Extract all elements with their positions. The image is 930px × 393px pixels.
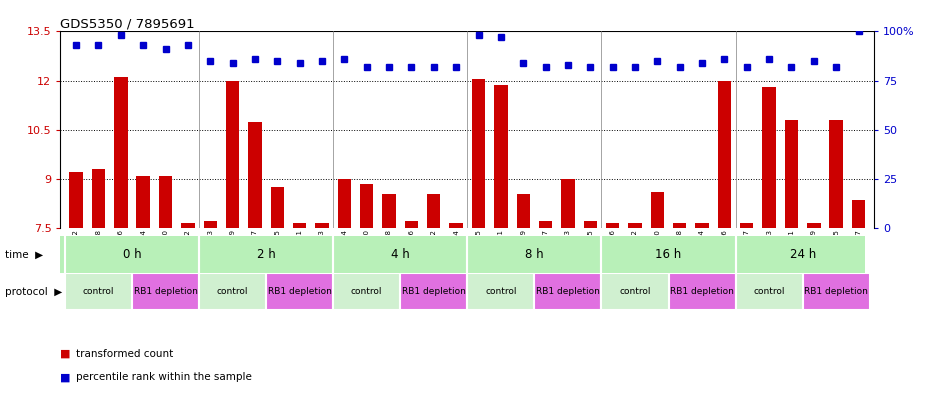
Bar [333,273,400,310]
Bar [427,194,441,228]
Bar [271,187,284,228]
Bar [70,172,83,228]
Bar [266,273,333,310]
Bar [449,223,463,228]
Bar [673,223,686,228]
Bar [669,273,736,310]
Bar [785,120,798,228]
Bar [400,273,467,310]
Bar [137,176,150,228]
Bar [226,81,239,228]
Bar [830,120,843,228]
Bar [561,179,575,228]
Text: control: control [83,287,114,296]
Text: 24 h: 24 h [790,248,816,261]
Text: control: control [485,287,516,296]
Bar [338,179,351,228]
Bar [803,273,870,310]
Text: 16 h: 16 h [656,248,682,261]
Text: RB1 depletion: RB1 depletion [671,287,734,296]
Bar [181,223,194,228]
Text: ■: ■ [60,349,71,359]
Bar [92,169,105,228]
Text: transformed count: transformed count [76,349,174,359]
Text: 2 h: 2 h [257,248,275,261]
Text: protocol  ▶: protocol ▶ [5,286,62,297]
Bar [114,77,127,228]
Bar [132,273,199,310]
Text: RB1 depletion: RB1 depletion [134,287,197,296]
Bar [248,121,261,228]
Text: 8 h: 8 h [525,248,544,261]
Text: RB1 depletion: RB1 depletion [402,287,466,296]
Text: control: control [217,287,248,296]
Bar [606,223,619,228]
Bar [293,223,306,228]
Text: 0 h: 0 h [123,248,141,261]
Bar [736,273,803,310]
Bar [360,184,374,228]
Bar [718,81,731,228]
Bar [199,273,266,310]
Text: ■: ■ [60,372,71,382]
Bar [696,223,709,228]
Bar [740,223,753,228]
Bar [629,223,642,228]
Bar [602,273,669,310]
Bar [159,176,172,228]
Bar [583,221,597,228]
Bar [516,194,530,228]
Bar [807,223,820,228]
Text: control: control [619,287,651,296]
Bar [382,194,396,228]
Text: percentile rank within the sample: percentile rank within the sample [76,372,252,382]
Bar [852,200,865,228]
Text: 4 h: 4 h [391,248,409,261]
Bar [651,192,664,228]
Bar [315,223,328,228]
Text: time  ▶: time ▶ [5,250,43,260]
Bar [204,221,217,228]
Text: control: control [351,287,382,296]
Text: control: control [753,287,785,296]
Bar [405,221,418,228]
Bar [538,221,552,228]
Bar [472,79,485,228]
Bar [467,273,535,310]
Bar [763,87,776,228]
Bar [535,273,602,310]
Text: GDS5350 / 7895691: GDS5350 / 7895691 [60,17,195,30]
Bar [65,273,132,310]
Text: RB1 depletion: RB1 depletion [804,287,868,296]
Text: RB1 depletion: RB1 depletion [268,287,332,296]
Bar [494,86,508,228]
Text: RB1 depletion: RB1 depletion [536,287,600,296]
